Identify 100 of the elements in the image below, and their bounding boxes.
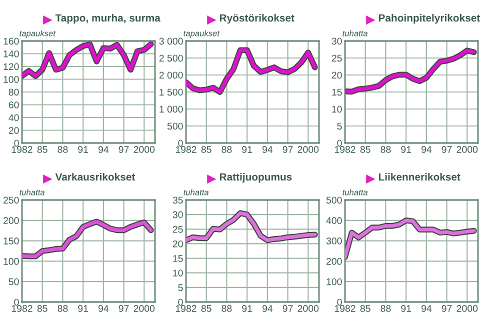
- y-tick-label: 25: [332, 54, 342, 62]
- x-tick-label: 85: [201, 305, 212, 312]
- y-tick-label: 2 000: [159, 72, 183, 79]
- x-tick-label: 2000: [456, 305, 478, 312]
- x-tick-label: 2000: [456, 146, 478, 153]
- y-tick-label: 25: [172, 226, 183, 233]
- y-tick-label: 2 500: [159, 54, 183, 62]
- y-tick-label: 0: [178, 298, 183, 306]
- y-tick-label: 50: [8, 278, 19, 286]
- x-tick-label: 85: [360, 305, 370, 312]
- y-tick-label: 3 000: [159, 38, 183, 45]
- x-tick-label: 85: [37, 305, 48, 312]
- x-tick-label: 97: [442, 305, 452, 312]
- y-tick-label: 150: [4, 238, 19, 244]
- y-tick-label: 20: [332, 72, 342, 79]
- chart-title: Ryöstörikokset: [220, 14, 294, 24]
- y-tick-label: 5: [337, 122, 342, 130]
- chart-title: Rattijuopumus: [220, 172, 292, 183]
- x-tick-label: 94: [98, 146, 109, 153]
- x-tick-label: 1982: [12, 146, 32, 153]
- y-tick-label: 35: [172, 196, 183, 204]
- y-tick-label: 20: [172, 240, 183, 248]
- y-tick-label: 300: [326, 238, 342, 244]
- y-tick-label: 80: [8, 88, 19, 96]
- chart-title: Tappo, murha, surma: [55, 14, 160, 24]
- x-tick-label: 88: [58, 146, 68, 153]
- x-tick-label: 94: [262, 146, 273, 153]
- chart-title: Pahoinpitelyrikokset: [378, 14, 480, 24]
- x-tick-label: 91: [242, 305, 252, 312]
- x-tick-label: 85: [37, 146, 48, 153]
- y-tick-label: 100: [4, 76, 19, 83]
- x-tick-label: 88: [380, 305, 391, 312]
- y-tick-label: 140: [4, 50, 19, 58]
- y-tick-label: 250: [3, 196, 19, 204]
- y-axis-title: tuhatta: [20, 189, 45, 196]
- x-tick-label: 88: [58, 305, 68, 312]
- x-tick-label: 2000: [134, 305, 155, 312]
- y-tick-label: 30: [332, 38, 342, 45]
- y-tick-label: 15: [332, 88, 342, 96]
- line-series: [22, 218, 154, 260]
- y-tick-label: 500: [326, 196, 342, 204]
- y-tick-label: 200: [326, 258, 342, 265]
- y-tick-label: 0: [14, 140, 19, 147]
- y-tick-label: 500: [167, 122, 183, 130]
- x-tick-label: 91: [401, 305, 412, 312]
- y-tick-label: 200: [3, 217, 19, 224]
- y-tick-label: 20: [8, 126, 19, 134]
- y-tick-label: 100: [4, 258, 19, 265]
- x-tick-label: 97: [118, 305, 129, 312]
- x-tick-label: 97: [442, 146, 452, 153]
- x-tick-label: 91: [78, 146, 88, 153]
- y-axis-title: tapaukset: [184, 30, 220, 38]
- x-tick-label: 1982: [12, 305, 32, 312]
- x-tick-label: 88: [380, 146, 391, 153]
- y-tick-label: 30: [172, 211, 183, 218]
- x-tick-label: 85: [360, 146, 370, 153]
- y-tick-label: 10: [332, 106, 342, 113]
- x-tick-label: 1982: [334, 146, 356, 153]
- y-tick-label: 0: [337, 140, 342, 147]
- x-tick-label: 97: [282, 146, 293, 153]
- y-tick-label: 40: [8, 114, 19, 122]
- x-tick-label: 1982: [176, 305, 196, 312]
- y-tick-label: 400: [326, 217, 342, 224]
- x-tick-label: 91: [242, 146, 252, 153]
- x-tick-label: 2000: [298, 146, 319, 153]
- x-tick-label: 91: [401, 146, 412, 153]
- y-tick-label: 120: [4, 63, 19, 70]
- x-tick-label: 94: [421, 305, 432, 312]
- chart-title: Varkausrikokset: [55, 172, 136, 181]
- y-tick-label: 0: [337, 298, 342, 306]
- x-tick-label: 91: [78, 305, 88, 312]
- x-tick-label: 1982: [334, 305, 356, 312]
- x-tick-label: 2000: [134, 146, 155, 153]
- y-axis-title: tapaukset: [20, 30, 56, 38]
- y-tick-label: 5: [178, 284, 183, 292]
- y-tick-label: 15: [173, 255, 183, 262]
- y-axis-title: tuhatta: [184, 189, 209, 196]
- y-tick-label: 1 000: [160, 106, 183, 113]
- x-tick-label: 88: [222, 146, 232, 153]
- line-series: [186, 47, 318, 95]
- x-tick-label: 97: [118, 146, 129, 153]
- x-tick-label: 97: [282, 305, 293, 312]
- line-series: [186, 210, 318, 244]
- y-tick-label: 100: [326, 278, 342, 286]
- x-tick-label: 94: [262, 305, 273, 312]
- x-tick-label: 1982: [176, 146, 196, 153]
- y-tick-label: 160: [4, 38, 19, 45]
- chart-title: Liikennerikokset: [378, 172, 460, 181]
- y-tick-label: 1 500: [160, 88, 183, 96]
- y-axis-title: tuhatta: [342, 30, 368, 36]
- y-tick-label: 60: [8, 101, 19, 108]
- x-tick-label: 88: [222, 305, 232, 312]
- x-tick-label: 94: [98, 305, 109, 312]
- y-tick-label: 10: [173, 270, 183, 276]
- y-tick-label: 0: [178, 140, 183, 147]
- x-tick-label: 2000: [298, 305, 319, 312]
- y-tick-label: 0: [14, 298, 19, 306]
- x-tick-label: 94: [421, 146, 432, 153]
- x-tick-label: 85: [201, 146, 212, 153]
- y-axis-title: tuhatta: [342, 189, 368, 196]
